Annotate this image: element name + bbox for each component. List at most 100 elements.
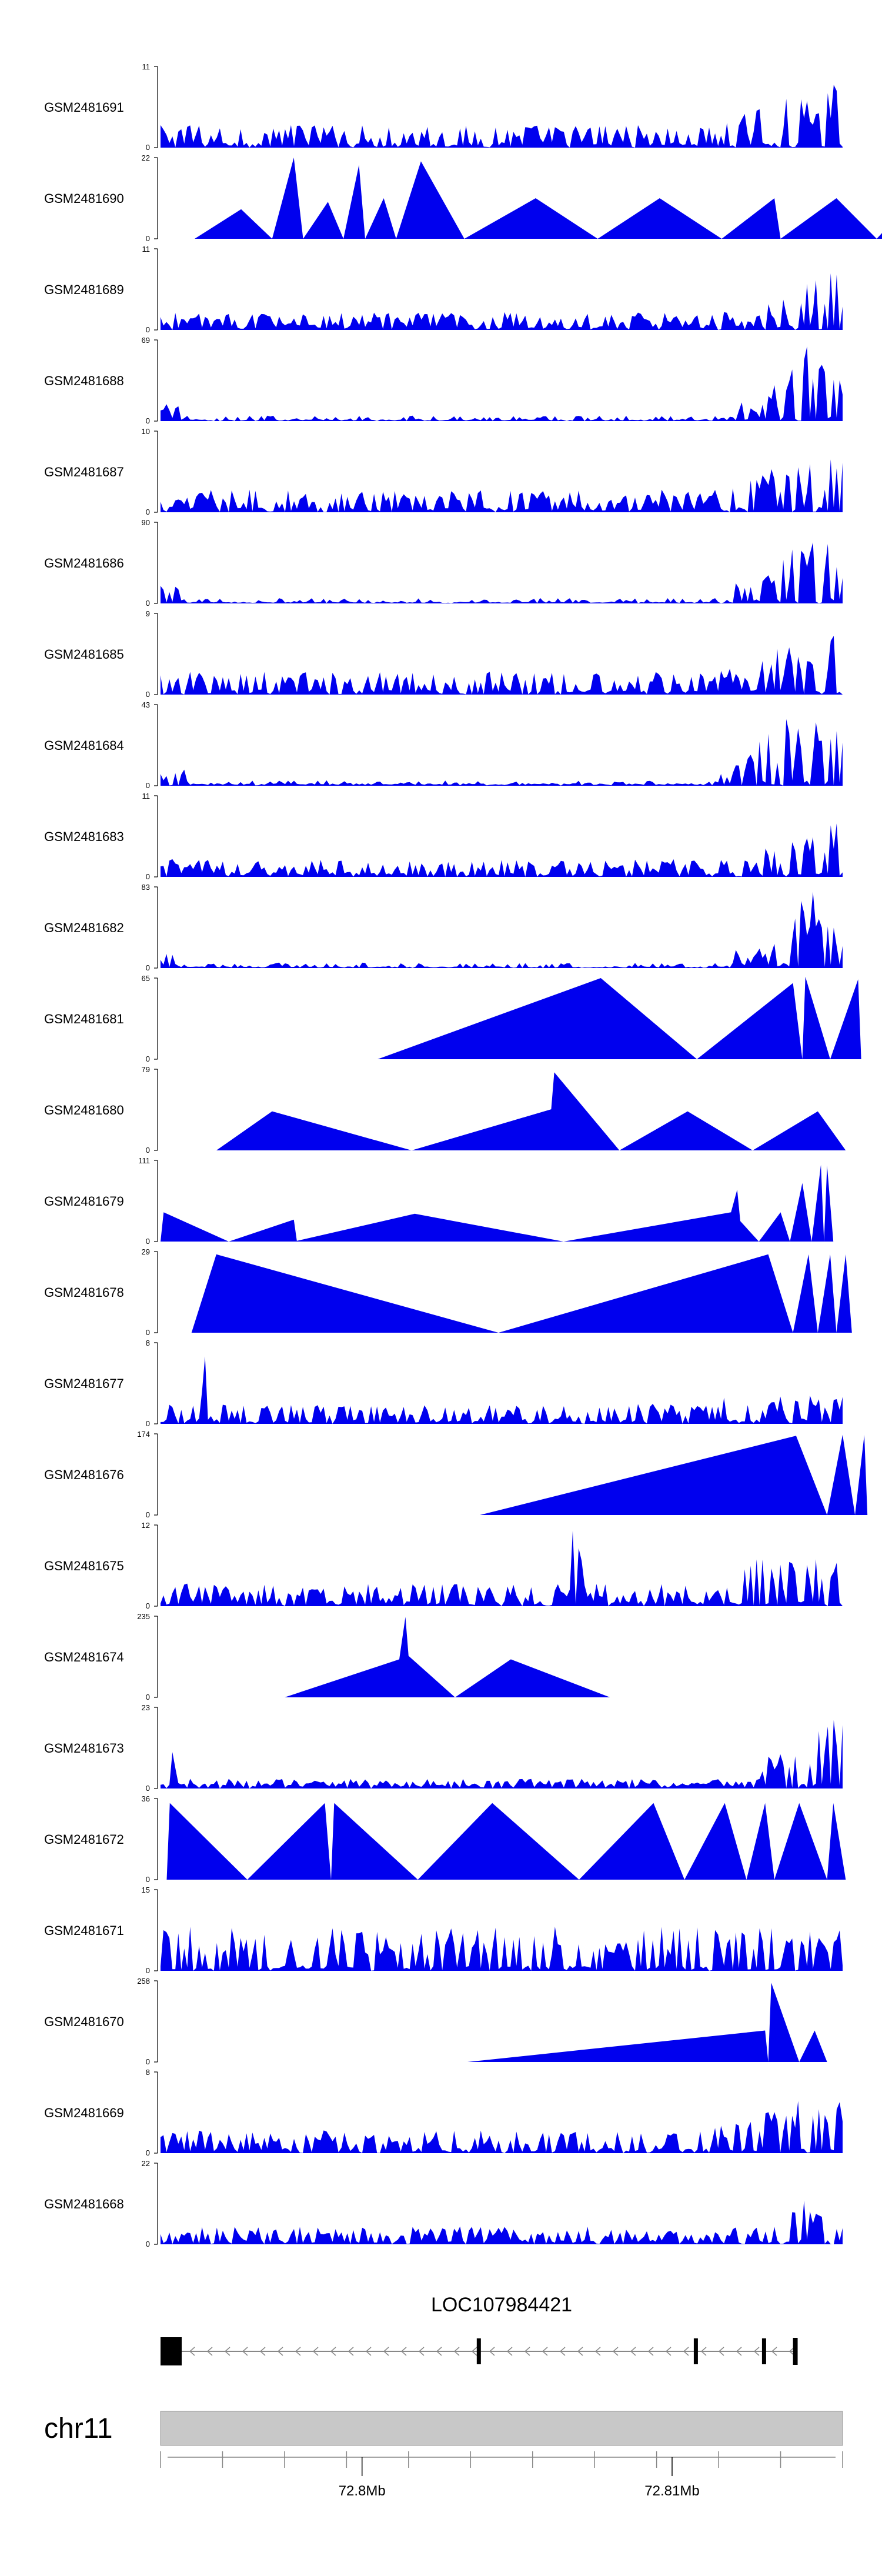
track-GSM2481690: GSM2481690 22 0 xyxy=(44,154,882,243)
y-axis-min-label: 0 xyxy=(146,872,150,881)
y-axis-min-label: 0 xyxy=(146,1966,150,1975)
track-GSM2481691: GSM2481691 11 0 xyxy=(44,62,843,152)
track-GSM2481676: GSM2481676 174 0 xyxy=(44,1430,868,1519)
y-axis-min-label: 0 xyxy=(146,508,150,516)
track-GSM2481671: GSM2481671 15 0 xyxy=(44,1886,843,1975)
track-label: GSM2481669 xyxy=(44,2105,124,2120)
y-axis-min-label: 0 xyxy=(146,143,150,152)
track-label: GSM2481689 xyxy=(44,282,124,297)
strand-arrow xyxy=(418,2347,425,2356)
strand-arrow xyxy=(718,2347,724,2356)
track-GSM2481670: GSM2481670 258 0 xyxy=(44,1977,827,2066)
signal-area xyxy=(161,85,843,148)
strand-arrow xyxy=(242,2347,248,2356)
signal-area xyxy=(161,542,843,603)
y-axis-max-label: 11 xyxy=(142,62,151,71)
strand-arrow xyxy=(189,2347,195,2356)
signal-area xyxy=(161,1927,843,1971)
signal-area xyxy=(161,1531,843,1606)
exon xyxy=(793,2338,798,2365)
signal-area xyxy=(161,2200,843,2244)
track-GSM2481678: GSM2481678 29 0 xyxy=(44,1247,852,1337)
track-GSM2481686: GSM2481686 90 0 xyxy=(44,518,843,608)
strand-arrow xyxy=(400,2347,407,2356)
y-axis-max-label: 235 xyxy=(137,1612,150,1621)
y-axis-max-label: 29 xyxy=(142,1247,150,1256)
track-GSM2481679: GSM2481679 111 0 xyxy=(44,1156,834,1246)
strand-arrow xyxy=(348,2347,354,2356)
track-label: GSM2481668 xyxy=(44,2197,124,2211)
strand-arrow xyxy=(524,2347,530,2356)
track-label: GSM2481681 xyxy=(44,1012,124,1026)
strand-arrow xyxy=(577,2347,583,2356)
y-axis-min-label: 0 xyxy=(146,781,150,790)
y-axis-min-label: 0 xyxy=(146,690,150,699)
strand-arrow xyxy=(436,2347,442,2356)
strand-arrow xyxy=(471,2347,477,2356)
signal-area xyxy=(191,158,882,239)
y-axis-max-label: 11 xyxy=(142,245,151,253)
signal-area xyxy=(377,976,861,1059)
signal-area xyxy=(161,1164,834,1242)
track-GSM2481682: GSM2481682 83 0 xyxy=(44,883,843,972)
exon xyxy=(693,2338,698,2364)
track-label: GSM2481673 xyxy=(44,1741,124,1756)
y-axis-min-label: 0 xyxy=(146,1237,150,1246)
y-axis-min-label: 0 xyxy=(146,416,150,425)
signal-area xyxy=(161,346,843,421)
track-GSM2481685: GSM2481685 9 0 xyxy=(44,609,843,699)
track-label: GSM2481683 xyxy=(44,829,124,844)
track-GSM2481688: GSM2481688 69 0 xyxy=(44,336,843,425)
y-axis-max-label: 9 xyxy=(146,609,150,618)
strand-arrow xyxy=(453,2347,460,2356)
track-GSM2481669: GSM2481669 8 0 xyxy=(44,2068,843,2157)
y-axis-max-label: 174 xyxy=(137,1430,150,1439)
track-label: GSM2481676 xyxy=(44,1467,124,1482)
strand-arrow xyxy=(295,2347,301,2356)
track-label: GSM2481677 xyxy=(44,1376,124,1391)
track-GSM2481689: GSM2481689 11 0 xyxy=(44,245,843,334)
strand-arrow xyxy=(489,2347,495,2356)
y-axis-max-label: 15 xyxy=(142,1886,150,1894)
y-axis-min-label: 0 xyxy=(146,234,150,243)
strand-arrow xyxy=(630,2347,636,2356)
track-label: GSM2481688 xyxy=(44,373,124,388)
strand-arrow xyxy=(506,2347,513,2356)
strand-arrow xyxy=(647,2347,654,2356)
signal-area xyxy=(166,1803,846,1880)
y-axis-min-label: 0 xyxy=(146,963,150,972)
y-axis-min-label: 0 xyxy=(146,1875,150,1884)
track-GSM2481677: GSM2481677 8 0 xyxy=(44,1339,843,1428)
y-axis-max-label: 83 xyxy=(142,883,150,892)
signal-area xyxy=(161,273,843,330)
track-label: GSM2481678 xyxy=(44,1285,124,1300)
y-axis-max-label: 43 xyxy=(142,700,150,709)
exon xyxy=(476,2338,481,2364)
signal-area xyxy=(191,1254,852,1333)
track-GSM2481680: GSM2481680 79 0 xyxy=(44,1065,846,1154)
y-axis-min-label: 0 xyxy=(146,1510,150,1519)
signal-area xyxy=(161,1356,843,1424)
track-label: GSM2481690 xyxy=(44,191,124,206)
y-axis-max-label: 79 xyxy=(142,1065,150,1074)
track-label: GSM2481687 xyxy=(44,465,124,479)
track-label: GSM2481679 xyxy=(44,1194,124,1209)
track-GSM2481681: GSM2481681 65 0 xyxy=(44,974,861,1063)
strand-arrow xyxy=(542,2347,548,2356)
signal-area xyxy=(161,2101,843,2153)
strand-arrow xyxy=(594,2347,601,2356)
y-axis-min-label: 0 xyxy=(146,1784,150,1793)
strand-arrow xyxy=(700,2347,707,2356)
chromosome-label: chr11 xyxy=(44,2413,113,2444)
exon xyxy=(161,2337,182,2365)
y-axis-max-label: 22 xyxy=(142,2159,150,2168)
signal-area xyxy=(161,823,843,877)
strand-arrow xyxy=(771,2347,777,2356)
signal-area xyxy=(161,459,843,512)
track-label: GSM2481674 xyxy=(44,1650,124,1664)
y-axis-min-label: 0 xyxy=(146,1328,150,1337)
signal-area xyxy=(216,1072,846,1150)
y-axis-max-label: 22 xyxy=(142,154,150,162)
strand-arrow xyxy=(383,2347,389,2356)
strand-arrow xyxy=(665,2347,671,2356)
